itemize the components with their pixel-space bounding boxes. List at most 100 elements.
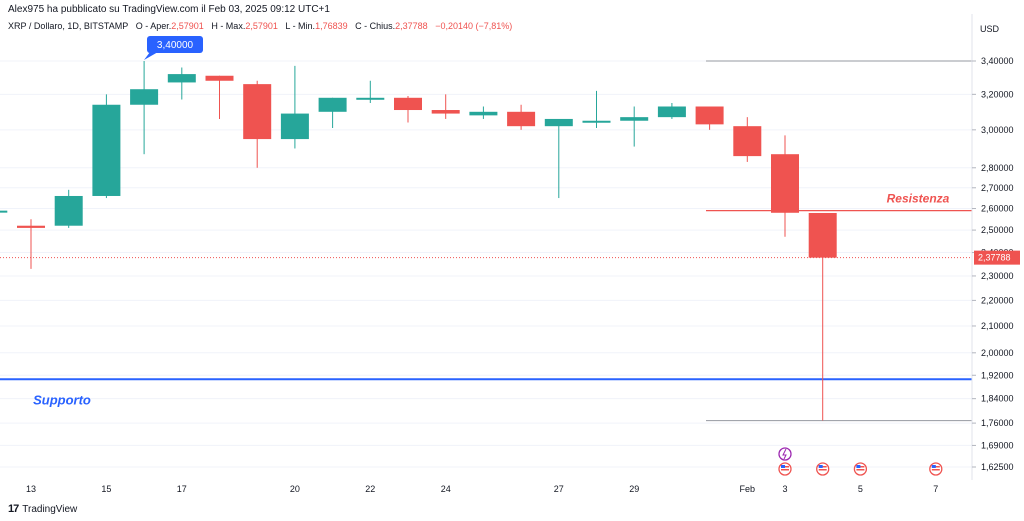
candle — [733, 117, 762, 162]
annotations: 3,40000 2,37788 Resistenza Supporto — [33, 36, 1020, 407]
price-tick-label: 1,84000 — [981, 394, 1014, 404]
close-label: C - Chius. — [355, 21, 396, 31]
close-value: 2,37788 — [395, 21, 428, 31]
time-tick-label: 27 — [554, 484, 564, 494]
open-label: O - Aper. — [135, 21, 172, 31]
ohlc-legend: XRP / Dollaro, 1D, BITSTAMP O - Aper.2,5… — [8, 21, 512, 31]
time-axis: 13 15 17 20 22 24 27 29 Feb 3 5 7 — [26, 484, 938, 494]
price-tick-label: 1,62500 — [981, 462, 1014, 472]
high-value: 2,57901 — [245, 21, 278, 31]
candle-body — [431, 110, 460, 114]
price-tick-label: 2,10000 — [981, 321, 1014, 331]
price-tick-label: 2,70000 — [981, 183, 1014, 193]
candle-body — [17, 225, 45, 228]
brand-label: TradingView — [22, 503, 78, 515]
us-flag-event-icon — [778, 462, 792, 476]
time-tick-label: 22 — [365, 484, 375, 494]
publisher-line: Alex975 ha pubblicato su TradingView.com… — [8, 4, 330, 15]
event-icons — [778, 447, 943, 476]
price-tick-label: 2,20000 — [981, 295, 1014, 305]
symbol-label: XRP / Dollaro, 1D, BITSTAMP — [8, 21, 129, 31]
high-marker-bubble: 3,40000 — [144, 36, 203, 60]
grid — [0, 60, 972, 468]
time-tick-label: 24 — [441, 484, 451, 494]
flag-canton — [856, 465, 861, 468]
price-tick-label: 2,30000 — [981, 271, 1014, 281]
candle — [620, 106, 649, 147]
price-tick-label: 1,92000 — [981, 370, 1014, 380]
candle-body — [205, 75, 234, 81]
price-tick-label: 2,80000 — [981, 163, 1014, 173]
candle-body — [733, 126, 762, 157]
flag-canton — [818, 465, 823, 468]
time-tick-label: Feb — [740, 484, 756, 494]
candle — [130, 61, 159, 155]
open-value: 2,57901 — [171, 21, 204, 31]
candle — [469, 106, 498, 119]
currency-label: USD — [980, 24, 1000, 34]
lightning-event-icon — [778, 447, 792, 461]
candle-body — [771, 154, 799, 213]
reference-lines — [0, 60, 972, 422]
candle-body — [130, 89, 159, 105]
time-tick-label: 5 — [858, 484, 863, 494]
candles — [0, 61, 837, 421]
lightning-icon-ring — [778, 447, 792, 461]
candle-body — [507, 111, 536, 127]
price-axis: USD 3,40000 3,20000 3,00000 2,80000 2,70000 2,… — [971, 14, 1014, 480]
flag-stripe — [931, 469, 940, 471]
candle-body — [469, 111, 498, 116]
candle — [356, 80, 385, 104]
candle — [695, 106, 724, 130]
tradingview-logo-icon: 17 — [8, 503, 19, 515]
time-tick-label: 17 — [177, 484, 187, 494]
candle — [582, 90, 611, 129]
candle-body — [318, 97, 347, 112]
high-marker-label: 3,40000 — [157, 40, 194, 51]
candle — [0, 210, 8, 213]
price-tick-label: 1,69000 — [981, 440, 1014, 450]
candle — [205, 75, 234, 119]
flag-canton — [931, 465, 936, 468]
flag-stripe — [781, 469, 789, 471]
time-tick-label: 15 — [101, 484, 111, 494]
price-tick-label: 2,50000 — [981, 225, 1014, 235]
footer-brand: 17 TradingView — [8, 503, 77, 515]
flag-stripe — [856, 469, 865, 471]
candle — [808, 212, 837, 421]
resistance-label: Resistenza — [887, 192, 950, 206]
candle-body — [620, 117, 649, 121]
price-tick-label: 1,76000 — [981, 418, 1014, 428]
candle — [243, 80, 272, 168]
us-flag-event-icon — [816, 462, 830, 476]
candle-body — [280, 113, 309, 140]
candle — [657, 103, 686, 119]
candle — [54, 189, 83, 228]
low-value: 1,76839 — [315, 21, 348, 31]
us-flag-event-icon — [929, 462, 943, 476]
candle — [431, 94, 460, 119]
time-tick-label: 29 — [629, 484, 639, 494]
high-label: H - Max. — [211, 21, 246, 31]
candle — [17, 219, 45, 269]
candle — [771, 135, 799, 237]
candle — [544, 118, 573, 199]
candle-body — [92, 104, 121, 196]
candle-body — [394, 97, 422, 111]
price-tick-label: 3,00000 — [981, 125, 1014, 135]
last-price-tag — [974, 250, 1020, 265]
flag-stripe — [818, 469, 827, 471]
price-tick-label: 3,20000 — [981, 89, 1014, 99]
support-label: Supporto — [33, 392, 91, 407]
candle-body — [695, 106, 724, 125]
candle — [394, 96, 422, 123]
candle — [167, 67, 196, 100]
last-price-label: 2,37788 — [978, 253, 1011, 263]
candle — [92, 94, 121, 199]
candle-body — [657, 106, 686, 118]
candle-body — [356, 97, 385, 100]
candle — [318, 97, 347, 129]
time-tick-label: 3 — [782, 484, 787, 494]
candle-body — [544, 118, 573, 127]
